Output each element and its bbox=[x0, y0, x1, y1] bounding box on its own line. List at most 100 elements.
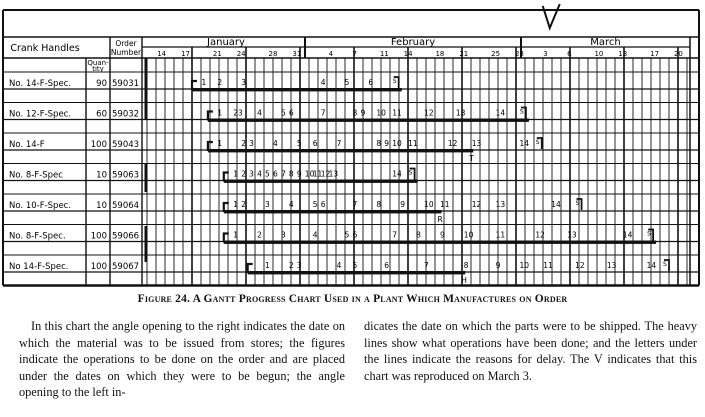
operation-number: 3 bbox=[265, 200, 270, 209]
date-tick-label: 14 bbox=[157, 50, 166, 58]
material-issue-angle bbox=[222, 201, 229, 212]
operation-number: 14 bbox=[519, 139, 529, 148]
operation-number: 5 bbox=[281, 109, 286, 118]
operation-number: 10 bbox=[305, 170, 315, 179]
order-number: 59031 bbox=[112, 79, 139, 89]
body-text-right: dicates the date on which the parts were… bbox=[364, 319, 697, 383]
progress-bar bbox=[247, 271, 466, 275]
operation-number: 2 bbox=[241, 139, 246, 148]
progress-bar bbox=[223, 179, 418, 183]
order-quantity: 100 bbox=[91, 262, 107, 272]
operation-number: 1 bbox=[233, 200, 238, 209]
operation-number: 13 bbox=[329, 170, 339, 179]
operation-number: 13 bbox=[567, 231, 577, 240]
material-issue-angle bbox=[190, 79, 197, 90]
date-tick-label: 21 bbox=[459, 50, 468, 58]
date-tick-label: 14 bbox=[404, 50, 413, 58]
operation-number: 13 bbox=[472, 139, 482, 148]
quantity-header: tity bbox=[92, 65, 104, 73]
order-product: No. 14-F-Spec. bbox=[9, 79, 71, 89]
operation-number: 14 bbox=[496, 109, 506, 118]
date-tick-label: 24 bbox=[237, 50, 246, 58]
date-tick-label: 18 bbox=[435, 50, 444, 58]
operation-number: 11 bbox=[543, 261, 553, 270]
operation-number: 9 bbox=[297, 170, 302, 179]
current-date-v-label: V bbox=[550, 3, 551, 5]
operation-number: 12 bbox=[321, 170, 331, 179]
ship-date-angle bbox=[648, 228, 654, 241]
date-tick-label: 25 bbox=[491, 50, 500, 58]
operation-number: 11 bbox=[440, 200, 450, 209]
ship-mark: S bbox=[647, 231, 651, 238]
material-issue-angle bbox=[222, 232, 229, 243]
operation-number: 9 bbox=[360, 109, 365, 118]
date-tick-label: 31 bbox=[292, 50, 301, 58]
operation-number: 3 bbox=[241, 78, 246, 87]
operation-number: 7 bbox=[353, 200, 358, 209]
month-label: January bbox=[206, 37, 245, 48]
ship-date-angle bbox=[520, 106, 527, 119]
operation-number: 1 bbox=[233, 170, 238, 179]
order-quantity: 60 bbox=[96, 110, 107, 120]
operation-number: 1 bbox=[265, 261, 270, 270]
operation-number: 1 bbox=[217, 139, 222, 148]
operation-number: 9 bbox=[496, 261, 501, 270]
date-tick-label: 28 bbox=[515, 50, 524, 58]
progress-bar bbox=[192, 88, 402, 92]
operation-number: 8 bbox=[376, 139, 381, 148]
order-product: No. 12-F-Spec. bbox=[9, 110, 71, 120]
order-number: 59066 bbox=[112, 232, 139, 242]
date-tick-label: 11 bbox=[380, 50, 389, 58]
order-number: 59063 bbox=[112, 171, 139, 181]
date-tick-label: 13 bbox=[618, 50, 627, 58]
operation-number: 10 bbox=[424, 200, 434, 209]
operation-number: 6 bbox=[289, 109, 294, 118]
operation-number: 1 bbox=[201, 78, 206, 87]
operation-number: 11 bbox=[313, 170, 323, 179]
operation-number: 12 bbox=[424, 109, 434, 118]
operation-number: 6 bbox=[321, 200, 326, 209]
ship-date-angle bbox=[409, 167, 416, 180]
operation-number: 14 bbox=[647, 261, 657, 270]
operation-number: 9 bbox=[384, 139, 389, 148]
operation-number: 2 bbox=[217, 78, 222, 87]
month-label: March bbox=[590, 37, 620, 48]
operation-number: 2 bbox=[257, 231, 262, 240]
operation-number: 2 bbox=[241, 200, 246, 209]
order-product: No. 8-F-Spec. bbox=[9, 232, 66, 242]
current-date-v-marker bbox=[541, 3, 561, 31]
operation-number: 11 bbox=[392, 109, 402, 118]
operation-number: 4 bbox=[321, 78, 326, 87]
operation-number: 2 bbox=[241, 170, 246, 179]
operation-number: 11 bbox=[496, 231, 506, 240]
progress-bar bbox=[207, 118, 529, 122]
order-quantity: 10 bbox=[96, 171, 107, 181]
operation-number: 9 bbox=[400, 200, 405, 209]
operation-number: 6 bbox=[368, 78, 373, 87]
operation-number: 8 bbox=[416, 231, 421, 240]
date-tick-label: 7 bbox=[352, 50, 356, 58]
operation-number: 7 bbox=[321, 109, 326, 118]
operation-number: 1 bbox=[217, 109, 222, 118]
date-tick-label: 4 bbox=[329, 50, 334, 58]
operation-number: 3 bbox=[281, 231, 286, 240]
operation-number: 4 bbox=[273, 139, 278, 148]
date-tick-label: 17 bbox=[650, 50, 659, 58]
ship-date-angle bbox=[576, 198, 583, 210]
order-product: No 14-F-Spec. bbox=[9, 262, 69, 272]
operation-number: 13 bbox=[607, 261, 617, 270]
operation-number: 7 bbox=[281, 170, 286, 179]
progress-bar bbox=[223, 210, 442, 214]
operation-number: 14 bbox=[623, 231, 633, 240]
order-quantity: 100 bbox=[91, 232, 107, 242]
operation-number: 4 bbox=[257, 109, 262, 118]
date-tick-label: 3 bbox=[543, 50, 547, 58]
ship-mark: S bbox=[409, 170, 413, 177]
progress-bar bbox=[223, 240, 657, 244]
operation-number: 5 bbox=[345, 231, 350, 240]
order-product: No. 8-F-Spec bbox=[9, 171, 63, 181]
material-issue-angle bbox=[246, 262, 253, 273]
product-header: Crank Handles bbox=[10, 43, 79, 54]
operation-number: 10 bbox=[519, 261, 529, 270]
ship-mark: S bbox=[393, 78, 397, 85]
